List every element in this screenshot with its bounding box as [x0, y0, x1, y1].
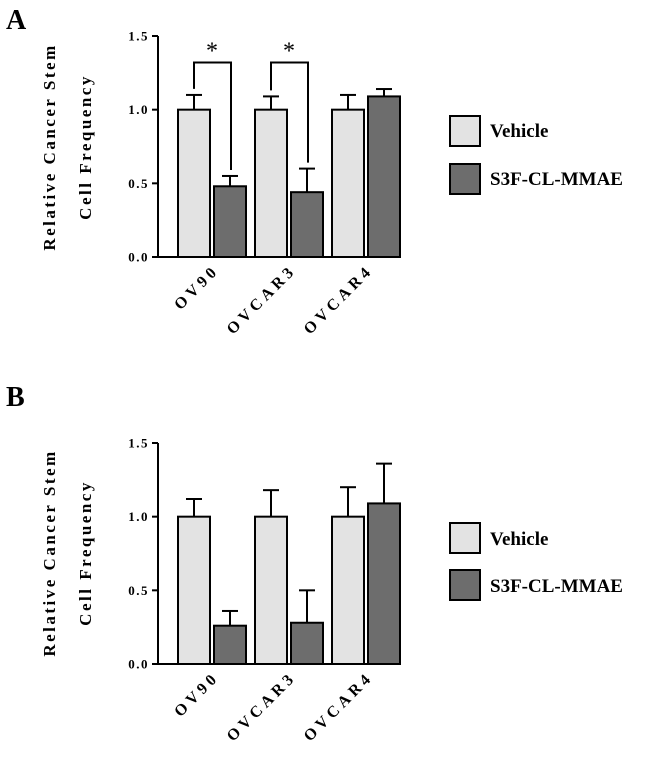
legend-label-vehicle: Vehicle: [490, 121, 548, 142]
bars-group: [158, 462, 401, 666]
legend: Vehicle S3F-CL-MMAE: [449, 115, 623, 195]
significance-bracket: [270, 61, 309, 163]
legend-swatch-vehicle: [449, 522, 481, 554]
significance-star: *: [206, 39, 218, 65]
y-tick-label: 1.0: [128, 102, 149, 117]
y-axis-ticks: 0.0 0.5 1.0 1.5: [128, 29, 159, 265]
x-category-label: OVCAR4: [301, 669, 377, 745]
x-category-label: OVCAR3: [224, 262, 300, 338]
significance-bracket: [193, 61, 232, 170]
legend-swatch-treatment: [449, 569, 481, 601]
bar-treatment: [290, 191, 324, 259]
bar-vehicle: [331, 108, 365, 258]
y-tick-label: 0.5: [128, 583, 149, 598]
bar-treatment: [367, 502, 401, 666]
y-axis-ticks: 0.0 0.5 1.0 1.5: [128, 436, 159, 672]
panel-a: A Relative Cancer Stem Cell Frequency 0.…: [6, 5, 623, 338]
bar-vehicle: [177, 515, 211, 666]
x-category-label: OVCAR4: [301, 262, 377, 338]
bar-vehicle: [254, 515, 288, 666]
y-axis-title-line1: Relative Cancer Stem: [40, 449, 59, 656]
legend-swatch-vehicle: [449, 115, 481, 147]
y-axis-title-line2: Cell Frequency: [76, 480, 95, 626]
panel-b: B Relative Cancer Stem Cell Frequency 0.…: [6, 382, 623, 745]
legend-label-treatment: S3F-CL-MMAE: [490, 576, 623, 597]
bar-vehicle: [177, 108, 211, 258]
bar-vehicle: [331, 515, 365, 666]
x-category-label: OV90: [171, 262, 223, 314]
bar-treatment: [290, 621, 324, 665]
y-tick-label: 1.5: [128, 29, 149, 44]
legend-swatch-treatment: [449, 163, 481, 195]
legend-label-treatment: S3F-CL-MMAE: [490, 169, 623, 190]
significance-annotations: * *: [193, 39, 309, 170]
bar-vehicle: [254, 108, 288, 258]
legend-label-vehicle: Vehicle: [490, 529, 548, 550]
y-tick-label: 0.0: [128, 657, 149, 672]
bars-group: [158, 88, 401, 259]
y-tick-label: 1.0: [128, 509, 149, 524]
x-axis-categories: OV90 OVCAR3 OVCAR4: [171, 262, 377, 338]
panel-label: A: [6, 5, 27, 36]
y-tick-label: 1.5: [128, 436, 149, 451]
panel-label: B: [6, 382, 25, 413]
bar-treatment: [213, 624, 247, 666]
y-tick-label: 0.5: [128, 176, 149, 191]
y-tick-label: 0.0: [128, 250, 149, 265]
legend: Vehicle S3F-CL-MMAE: [449, 522, 623, 601]
x-axis-categories: OV90 OVCAR3 OVCAR4: [171, 669, 377, 745]
x-category-label: OVCAR3: [224, 669, 300, 745]
bar-treatment: [367, 95, 401, 259]
bar-treatment: [213, 185, 247, 258]
x-category-label: OV90: [171, 669, 223, 721]
significance-star: *: [283, 39, 295, 65]
y-axis-title-line2: Cell Frequency: [76, 74, 95, 220]
y-axis-title-line1: Relative Cancer Stem: [40, 43, 59, 250]
